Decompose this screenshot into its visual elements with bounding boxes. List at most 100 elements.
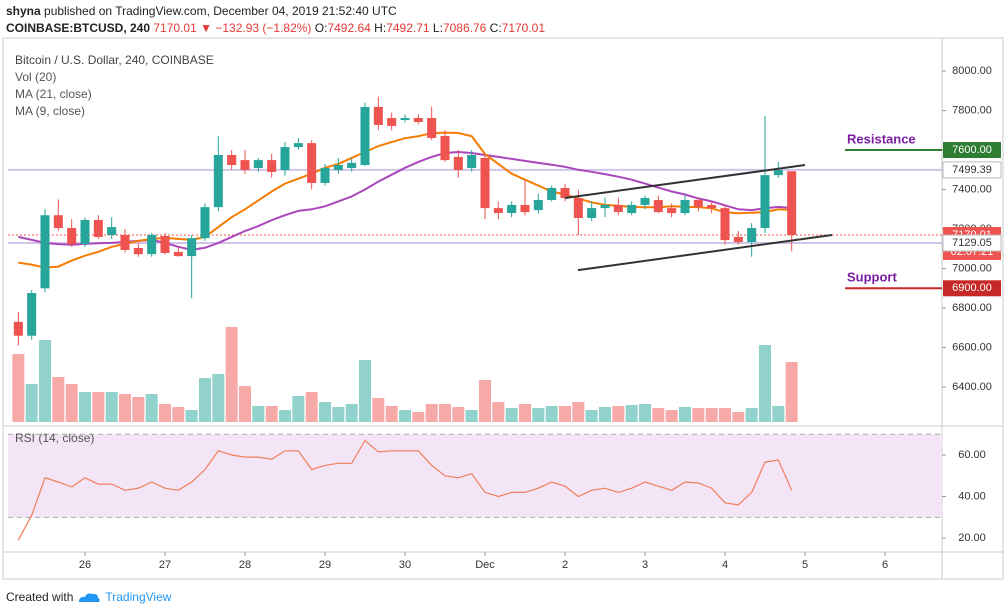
candle-body xyxy=(107,227,117,235)
change-arrow: ▼ xyxy=(200,21,212,35)
price-tag-label: 7129.05 xyxy=(952,237,992,249)
y-tick-label: 40.00 xyxy=(958,490,986,502)
candle-body xyxy=(747,228,757,243)
volume-bar xyxy=(439,404,451,422)
y-tick-label: 7000.00 xyxy=(952,262,992,274)
candle-body xyxy=(147,234,157,255)
candle-body xyxy=(720,208,730,241)
x-tick-label: 6 xyxy=(882,559,888,571)
symbol-line: COINBASE:BTCUSD, 240 7170.01 ▼ −132.93 (… xyxy=(6,21,545,35)
candle-body xyxy=(13,321,23,336)
candle-body xyxy=(520,204,530,213)
background-layer xyxy=(8,149,942,518)
volume-bar xyxy=(519,404,531,422)
candle-body xyxy=(160,235,170,253)
candle-body xyxy=(587,208,597,218)
y-tick-label: 8000.00 xyxy=(952,65,992,77)
volume-bar xyxy=(639,404,651,422)
candle-body xyxy=(200,207,210,239)
candle-body xyxy=(653,200,663,213)
candle-body xyxy=(547,187,557,201)
candle-body xyxy=(507,204,517,214)
ohlc-value: 7170.01 xyxy=(501,21,546,35)
candle-body xyxy=(267,160,277,172)
candle-body xyxy=(573,198,583,218)
labels-layer: 26 27 28 29 30 Dec 2 3 4 5 6 6400.00 6600.00 6800.00 7… xyxy=(15,53,1002,571)
symbol: COINBASE:BTCUSD, 240 xyxy=(6,21,151,35)
legend-entry: MA (21, close) xyxy=(15,87,92,101)
footer: Created with TradingView xyxy=(6,590,171,604)
volume-bar xyxy=(585,410,598,422)
candle-body xyxy=(787,171,797,235)
trendline xyxy=(577,233,833,272)
candle-body xyxy=(347,162,357,169)
candle-body xyxy=(733,236,743,243)
candle-body xyxy=(667,208,677,214)
level-annotation: Resistance xyxy=(847,131,916,146)
volume-bar xyxy=(465,410,478,422)
volume-bar xyxy=(399,410,411,422)
candle-body xyxy=(280,147,290,170)
x-tick-label: 26 xyxy=(79,559,91,571)
candle-body xyxy=(453,156,463,170)
volume-bar xyxy=(625,405,638,422)
volume-legend: Vol (20) xyxy=(15,70,56,84)
volume-bar xyxy=(665,410,678,422)
volume-bar xyxy=(692,408,705,422)
volume-bar xyxy=(159,404,171,422)
footer-brand: TradingView xyxy=(105,590,172,604)
volume-bar xyxy=(52,377,65,422)
volume-bar xyxy=(119,394,131,422)
volume-bar xyxy=(92,392,105,422)
candle-body xyxy=(120,234,130,250)
volume-bar xyxy=(185,410,198,422)
y-tick-label: 6400.00 xyxy=(952,381,992,393)
author: shyna xyxy=(6,4,41,18)
volume-bar xyxy=(532,408,545,422)
candle-body xyxy=(80,219,90,245)
rsi-line xyxy=(17,439,793,541)
candle-body xyxy=(333,165,343,170)
x-tick-label: 28 xyxy=(239,559,251,571)
candle-body xyxy=(760,175,770,229)
candle-body xyxy=(173,251,183,257)
y-tick-label: 6800.00 xyxy=(952,302,992,314)
y-tick-label: 7400.00 xyxy=(952,183,992,195)
candle-body xyxy=(627,204,637,214)
volume-bar xyxy=(199,378,211,422)
volume-bar xyxy=(385,406,398,422)
volume-bar xyxy=(132,397,145,422)
candle-body xyxy=(427,118,437,138)
price-tag-label: 7600.00 xyxy=(952,144,992,156)
x-tick-label: 29 xyxy=(319,559,331,571)
volume-bar xyxy=(572,402,585,422)
volume-bar xyxy=(759,345,771,422)
moving-average xyxy=(18,131,792,269)
candle-body xyxy=(613,204,623,213)
volume-bar xyxy=(25,384,38,422)
candle-body xyxy=(133,248,143,255)
candle-body xyxy=(307,143,317,184)
volume-bar xyxy=(39,340,51,422)
volume-bar xyxy=(412,412,425,422)
frame xyxy=(2,37,1004,580)
candle-body xyxy=(400,118,410,121)
legend-entry: MA (9, close) xyxy=(15,104,85,118)
candle-body xyxy=(53,215,63,229)
price-tag xyxy=(943,142,1001,159)
candle-body xyxy=(373,106,383,125)
candle-body xyxy=(40,215,50,289)
ohlc-value: 7086.76 xyxy=(442,21,487,35)
volume-bar xyxy=(79,392,91,422)
price-tag xyxy=(943,280,1001,297)
volume-bar xyxy=(545,406,558,422)
volume-bar xyxy=(372,398,385,422)
candle-body xyxy=(560,187,570,199)
candle-body xyxy=(693,200,703,208)
candle-body xyxy=(67,228,77,245)
candle-body xyxy=(213,154,223,208)
candle-body xyxy=(640,198,650,205)
volume-bar xyxy=(279,410,291,422)
volume-bar xyxy=(345,404,358,422)
